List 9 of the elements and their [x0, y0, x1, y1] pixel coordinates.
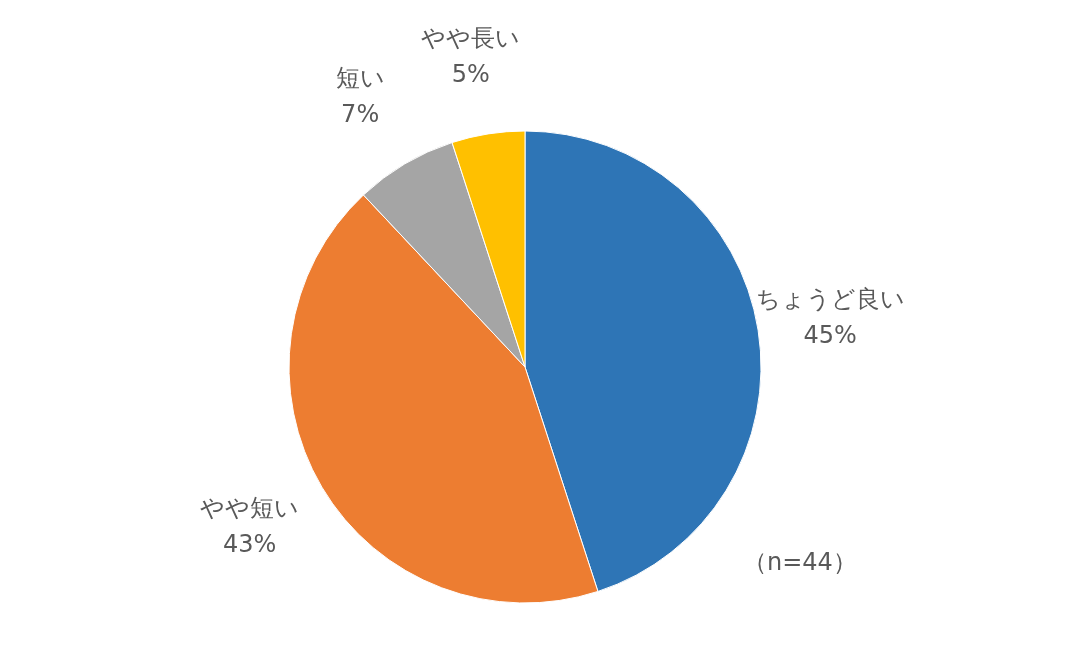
slice-label: やや短い: [200, 493, 300, 522]
data-label: 45%: [803, 320, 857, 349]
slice-label: ちょうど良い: [755, 284, 905, 313]
data-label: 7%: [341, 99, 380, 128]
slice-label: やや長い: [421, 23, 521, 52]
data-label: 5%: [451, 59, 490, 88]
text: （n=44）: [743, 547, 857, 578]
slice-label: 短い: [335, 63, 385, 92]
data-label: 43%: [223, 529, 277, 558]
